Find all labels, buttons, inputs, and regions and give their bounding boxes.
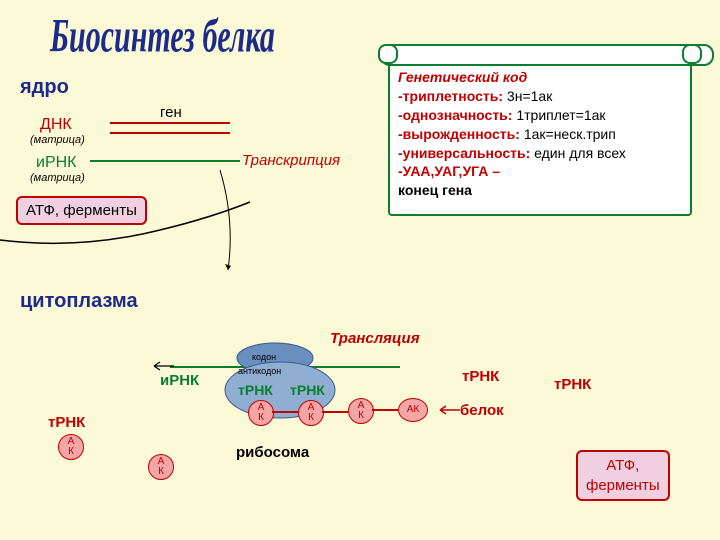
ak-link-1 xyxy=(272,411,298,413)
dnk-matrix: (матрица) xyxy=(30,134,85,146)
nucleus-label: ядро xyxy=(20,76,69,99)
trnk-out-1: тРНК xyxy=(462,368,499,385)
irnk-cyto-label: иРНК xyxy=(160,372,199,389)
code-end: конец гена xyxy=(398,181,686,200)
dnk-label: ДНК xyxy=(40,116,72,134)
ak-free-1: АК xyxy=(58,434,84,460)
protein-arrow xyxy=(436,404,460,416)
code-title: Генетический код xyxy=(398,68,686,87)
ribosome-label: рибосома xyxy=(236,444,309,461)
genetic-code-scroll: Генетический код -триплетность: 3н=1ак -… xyxy=(380,46,700,216)
codon-label: кодон xyxy=(252,352,276,362)
ak-link-3 xyxy=(372,409,398,411)
ak-link-2 xyxy=(322,411,348,413)
trnk-in-1: тРНК xyxy=(238,382,273,398)
irnk-matrix: (матрица) xyxy=(30,172,85,184)
transcription-label: Транскрипция xyxy=(242,152,340,169)
dna-line-1 xyxy=(110,122,230,124)
code-item-3: -универсальность: един для всех xyxy=(398,144,686,163)
translation-label: Трансляция xyxy=(330,330,420,347)
ak-circle-1: АК xyxy=(248,400,274,426)
atp-box-cyto: АТФ, ферменты АТФ,ферменты xyxy=(576,450,670,501)
code-item-2: -вырожденность: 1ак=неск.трип xyxy=(398,125,686,144)
code-item-0: -триплетность: 3н=1ак xyxy=(398,87,686,106)
trnk-out-2: тРНК xyxy=(554,376,591,393)
protein-label: белок xyxy=(460,402,504,419)
ak-free-2: АК xyxy=(148,454,174,480)
code-item-4: -УАА,УАГ,УГА – xyxy=(398,162,686,181)
irnk-label: иРНК xyxy=(36,154,76,172)
dna-line-2 xyxy=(110,132,230,134)
trnk-in-2: тРНК xyxy=(290,382,325,398)
ak-circle-4: АК xyxy=(398,398,428,422)
anticodon-label: антикодон xyxy=(238,366,281,376)
rna-arrow xyxy=(200,170,260,280)
rna-line xyxy=(90,160,240,162)
code-item-1: -однозначность: 1триплет=1ак xyxy=(398,106,686,125)
mrna-arrow-left xyxy=(150,360,174,372)
cytoplasm-label: цитоплазма xyxy=(20,290,138,313)
gene-label: ген xyxy=(160,104,182,121)
ak-circle-3: АК xyxy=(348,398,374,424)
trnk-out-3: тРНК xyxy=(48,414,85,431)
page-title: Биосинтез белка xyxy=(50,10,275,64)
ak-circle-2: АК xyxy=(298,400,324,426)
